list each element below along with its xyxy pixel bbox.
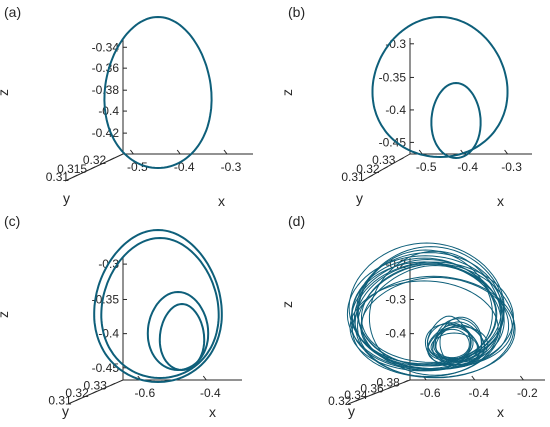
y-axis-label: y (62, 403, 69, 419)
z-tick-label: -0.4 (98, 104, 119, 118)
y-tick-label: 0.31 (341, 170, 365, 184)
z-axis-label: z (279, 89, 295, 96)
y-tick-label: 0.33 (84, 378, 108, 392)
z-tick-label: -0.45 (379, 135, 407, 149)
y-tick-mark (72, 174, 78, 178)
y-tick-label: 0.32 (328, 394, 352, 408)
y-tick-mark (110, 382, 116, 386)
z-tick-label: -0.34 (92, 40, 120, 54)
z-tick-label: -0.42 (92, 126, 120, 140)
x-tick-mark (176, 149, 181, 155)
x-tick-label: -0.6 (135, 386, 156, 400)
y-tick-mark (387, 386, 392, 390)
x-tick-label: -0.5 (127, 160, 148, 174)
z-tick-label: -0.4 (385, 327, 406, 341)
trajectory-loop (371, 16, 509, 158)
y-tick-mark (90, 166, 96, 170)
y-tick-label: 0.315 (57, 162, 87, 176)
x-tick-mark (202, 375, 207, 381)
x-axis-label: x (209, 404, 216, 420)
y-tick-mark (403, 379, 409, 383)
x-tick-mark (471, 375, 476, 381)
trajectory-loop (434, 328, 470, 359)
y-tick-label: 0.32 (83, 153, 107, 167)
trajectory-loop (434, 318, 482, 368)
panel-label: (b) (288, 4, 305, 20)
x-tick-label: -0.5 (416, 160, 437, 174)
y-tick-mark (355, 398, 360, 402)
x-tick-label: -0.6 (420, 386, 441, 400)
trajectory-loop (103, 16, 213, 169)
z-tick-label: -0.4 (385, 103, 406, 117)
panel-label: (d) (288, 213, 305, 229)
y-tick-label: 0.31 (48, 394, 72, 408)
x-tick-mark (129, 149, 134, 155)
y-tick-label: 0.33 (372, 153, 396, 167)
trajectory-loop (349, 280, 499, 372)
z-tick-label: -0.35 (92, 292, 120, 306)
x-tick-label: -0.4 (457, 160, 478, 174)
x-axis-label: x (218, 193, 225, 209)
x-axis-label: x (497, 404, 504, 420)
y-tick-label: 0.32 (356, 162, 380, 176)
trajectory-loop (100, 237, 220, 379)
trajectory-loop (158, 303, 206, 371)
x-axis-label: x (497, 193, 504, 209)
trajectory-loop (357, 263, 515, 379)
z-axis-label: z (0, 311, 11, 318)
panel-a: (a)-0.34-0.36-0.38-0.4-0.42-0.5 -0.4 -0.30… (0, 4, 253, 209)
y-axis-label: y (63, 190, 70, 206)
z-axis-label: z (0, 89, 11, 96)
x-tick-label: -0.4 (174, 160, 195, 174)
y-tick-label: 0.36 (360, 382, 384, 396)
z-tick-label: -0.3 (385, 292, 406, 306)
x-tick-label: -0.3 (221, 160, 242, 174)
x-tick-label: -0.3 (501, 160, 522, 174)
z-tick-label: -0.36 (92, 61, 120, 75)
trajectory-loop (353, 261, 514, 370)
trajectory-loop (427, 322, 474, 360)
x-tick-mark (223, 149, 228, 155)
y-axis-label: y (348, 403, 355, 419)
trajectory-loop (93, 229, 223, 383)
z-tick-label: -0.35 (379, 70, 407, 84)
y-tick-mark (399, 157, 404, 161)
z-axis-label: z (279, 301, 295, 308)
y-tick-mark (368, 174, 373, 178)
y-tick-label: 0.31 (46, 170, 70, 184)
trajectory-loop (432, 321, 485, 366)
panel-d: (d)-0.2-0.3-0.4-0.6 -0.4 -0.20.380.360.340… (279, 213, 545, 420)
z-tick-label: -0.45 (92, 361, 120, 375)
trajectory-loop (354, 263, 502, 377)
z-tick-label: -0.3 (385, 37, 406, 51)
y-tick-mark (371, 392, 376, 396)
y-axis-label: y (356, 190, 363, 206)
x-tick-label: -0.4 (468, 386, 489, 400)
panel-label: (a) (4, 4, 21, 20)
x-tick-mark (520, 375, 524, 381)
y-tick-mark (110, 157, 115, 161)
panel-c: (c)-0.3-0.35-0.4-0.45-0.6 -0.40.330.320.3… (0, 213, 242, 420)
y-tick-mark (383, 166, 388, 170)
y-tick-label: 0.38 (376, 375, 400, 389)
trajectory-loop (348, 242, 505, 365)
y-tick-label: 0.32 (65, 386, 89, 400)
x-tick-mark (504, 149, 509, 155)
x-tick-mark (418, 149, 423, 155)
trajectory-loop (430, 82, 482, 159)
y-tick-mark (92, 390, 97, 394)
y-tick-label: 0.34 (344, 388, 368, 402)
panel-label: (c) (4, 213, 20, 229)
trajectory-loop (357, 249, 493, 371)
x-tick-label: -0.2 (517, 386, 538, 400)
z-tick-label: -0.4 (98, 327, 119, 341)
y-tick-mark (75, 398, 80, 402)
trajectory-loop (346, 255, 505, 370)
x-tick-label: -0.4 (200, 386, 221, 400)
panel-b: (b)-0.3-0.35-0.4-0.45-0.5 -0.4 -0.30.330.3… (279, 4, 532, 209)
